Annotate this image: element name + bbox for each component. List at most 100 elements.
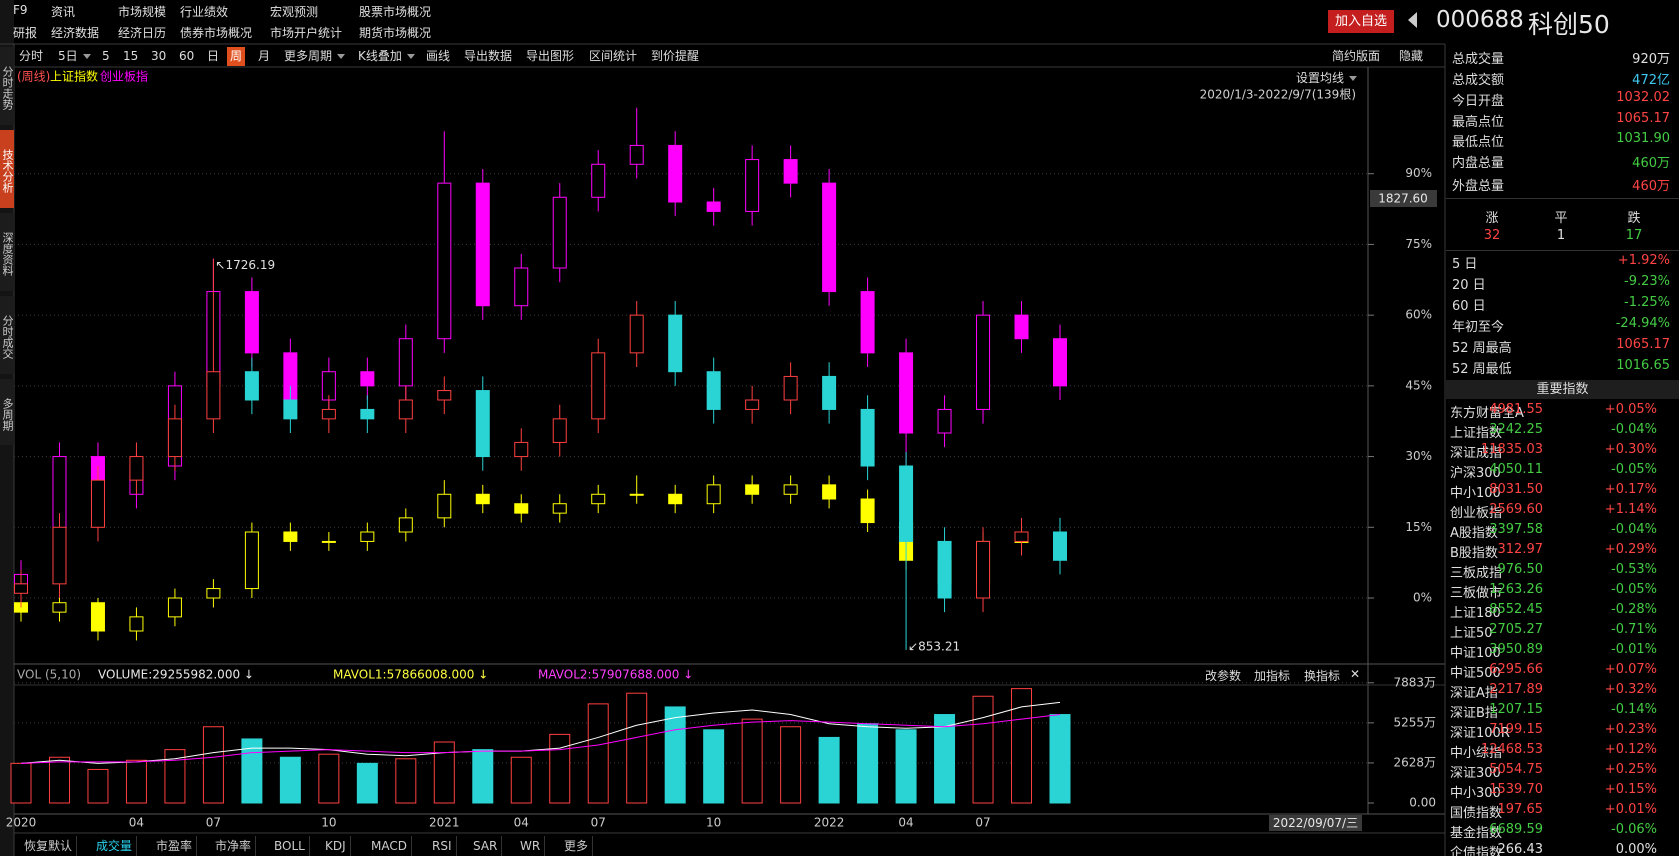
menu-item[interactable]: 宏观预测 bbox=[270, 5, 319, 19]
index-name[interactable]: 东方财富全A bbox=[1450, 406, 1524, 421]
toolbar-button[interactable]: 15 bbox=[123, 49, 139, 63]
breadth-value: 1 bbox=[1556, 228, 1566, 243]
toolbar-button[interactable]: 周 bbox=[227, 47, 246, 66]
volume-bar bbox=[703, 729, 725, 804]
candle-body bbox=[706, 371, 721, 410]
indicator-tab[interactable]: 更多 bbox=[560, 836, 594, 856]
toolbar-button[interactable]: 画线 bbox=[426, 49, 451, 63]
ma-line bbox=[20, 701, 1061, 764]
indicator-tab[interactable]: MACD bbox=[367, 836, 412, 856]
indicator-tab[interactable]: WR bbox=[516, 836, 546, 856]
toolbar-button[interactable]: 5日 bbox=[55, 47, 94, 66]
side-tab[interactable]: 深度资料 bbox=[0, 213, 14, 291]
toolbar-button[interactable]: 区间统计 bbox=[589, 49, 638, 63]
indicator-tab[interactable]: BOLL bbox=[270, 836, 310, 856]
index-name[interactable]: A股指数 bbox=[1450, 526, 1498, 541]
indicator-button[interactable]: ✕ bbox=[1350, 667, 1361, 681]
index-name[interactable]: 中证500 bbox=[1450, 666, 1501, 681]
toolbar-button[interactable]: 到价提醒 bbox=[651, 49, 700, 63]
toolbar-button[interactable]: 30 bbox=[151, 49, 167, 63]
side-tab[interactable]: 多周期 bbox=[0, 379, 14, 445]
menu-item[interactable]: 股票市场概况 bbox=[359, 5, 432, 19]
toolbar-button[interactable]: 导出数据 bbox=[464, 49, 513, 63]
index-name[interactable]: 上证180 bbox=[1450, 606, 1501, 621]
prev-arrow[interactable] bbox=[1408, 12, 1417, 28]
index-name[interactable]: 企债指数 bbox=[1450, 846, 1503, 856]
stat-value: 1065.17 bbox=[1616, 111, 1670, 126]
x-tick-label: 04 bbox=[898, 816, 913, 830]
index-name[interactable]: B股指数 bbox=[1450, 546, 1498, 561]
candle-body bbox=[514, 503, 529, 514]
toolbar-button[interactable]: 60 bbox=[179, 49, 195, 63]
index-name[interactable]: 沪深300 bbox=[1450, 466, 1501, 481]
indicator-tab[interactable]: 市净率 bbox=[211, 836, 257, 856]
candle-body bbox=[668, 144, 683, 203]
menu-item[interactable]: F9 bbox=[13, 3, 28, 17]
index-name[interactable]: 三板做市 bbox=[1450, 586, 1503, 601]
volume-bar bbox=[1011, 688, 1033, 804]
index-change: +0.32% bbox=[1604, 682, 1657, 697]
candle-body bbox=[283, 531, 298, 542]
add-watchlist-button[interactable]: 加入自选 bbox=[1328, 10, 1394, 33]
breadth-label: 平 bbox=[1554, 211, 1568, 226]
menu-item[interactable]: 经济数据 bbox=[51, 26, 100, 40]
index-name[interactable]: 三板成指 bbox=[1450, 566, 1503, 581]
indicator-tab[interactable]: 成交量 bbox=[92, 836, 138, 856]
menu-item[interactable]: 经济日历 bbox=[118, 26, 167, 40]
annotation: ↙853.21 bbox=[908, 639, 960, 653]
indicator-tab[interactable]: KDJ bbox=[321, 836, 351, 856]
candle-body bbox=[437, 182, 452, 340]
candle-body bbox=[552, 196, 567, 269]
toolbar-button[interactable]: 分时 bbox=[19, 49, 44, 63]
toolbar-button[interactable]: 月 bbox=[258, 49, 271, 63]
toolbar-button[interactable]: 隐藏 bbox=[1399, 49, 1424, 63]
index-name[interactable]: 上证50 bbox=[1450, 626, 1493, 641]
side-tab[interactable]: 分时走势 bbox=[0, 47, 14, 125]
menu-item[interactable]: 市场开户统计 bbox=[270, 26, 343, 40]
toolbar-button[interactable]: 简约版面 bbox=[1332, 49, 1381, 63]
index-name[interactable]: 深证B指 bbox=[1450, 706, 1498, 721]
side-tab[interactable]: 分时成交 bbox=[0, 296, 14, 374]
index-name[interactable]: 深证300 bbox=[1450, 766, 1501, 781]
index-name[interactable]: 中证100 bbox=[1450, 646, 1501, 661]
index-name[interactable]: 国债指数 bbox=[1450, 806, 1503, 821]
date-box: 2022/09/07/三 bbox=[1269, 815, 1362, 831]
stat-value: 460万 bbox=[1632, 156, 1670, 171]
candle-body bbox=[360, 531, 375, 542]
toolbar-button[interactable]: 日 bbox=[207, 49, 220, 63]
menu-item[interactable]: 资讯 bbox=[51, 5, 76, 19]
candle-body bbox=[822, 375, 837, 410]
index-name[interactable]: 创业板指 bbox=[1450, 506, 1503, 521]
toolbar-button[interactable]: 导出图形 bbox=[526, 49, 575, 63]
indicator-tab[interactable]: RSI bbox=[428, 836, 457, 856]
candle-body bbox=[822, 182, 837, 293]
menu-item[interactable]: 行业绩效 bbox=[180, 5, 229, 19]
index-name[interactable]: 中小100 bbox=[1450, 486, 1501, 501]
indicator-button[interactable]: 改参数 bbox=[1205, 669, 1242, 683]
menu-item[interactable]: 研报 bbox=[13, 26, 38, 40]
index-name[interactable]: 中小300 bbox=[1450, 786, 1501, 801]
indicator-tab[interactable]: SAR bbox=[469, 836, 503, 856]
toolbar-button[interactable]: 更多周期 bbox=[281, 47, 348, 66]
settings-dropdown[interactable]: 设置均线 bbox=[1296, 69, 1357, 86]
toolbar-button[interactable]: K线叠加 bbox=[355, 47, 418, 66]
volume-bar bbox=[626, 692, 648, 804]
index-name[interactable]: 上证指数 bbox=[1450, 426, 1503, 441]
index-name[interactable]: 深证A指 bbox=[1450, 686, 1498, 701]
menu-item[interactable]: 期货市场概况 bbox=[359, 26, 432, 40]
indicator-tab[interactable]: 恢复默认 bbox=[20, 836, 78, 856]
index-name[interactable]: 中小综指 bbox=[1450, 746, 1503, 761]
x-tick-label: 2022 bbox=[814, 816, 845, 830]
candle-body bbox=[52, 602, 67, 613]
toolbar-button[interactable]: 5 bbox=[102, 49, 110, 63]
indicator-button[interactable]: 加指标 bbox=[1254, 669, 1291, 683]
menu-item[interactable]: 市场规模 bbox=[118, 5, 167, 19]
menu-item[interactable]: 债券市场概况 bbox=[180, 26, 253, 40]
index-name[interactable]: 深证成指 bbox=[1450, 446, 1503, 461]
indicator-tab[interactable]: 市盈率 bbox=[152, 836, 198, 856]
indicator-button[interactable]: 换指标 bbox=[1304, 669, 1341, 683]
side-tab[interactable]: 技术分析 bbox=[0, 130, 14, 208]
index-name[interactable]: 深证100R bbox=[1450, 726, 1510, 741]
volume-bar bbox=[48, 756, 70, 804]
index-name[interactable]: 基金指数 bbox=[1450, 826, 1503, 841]
